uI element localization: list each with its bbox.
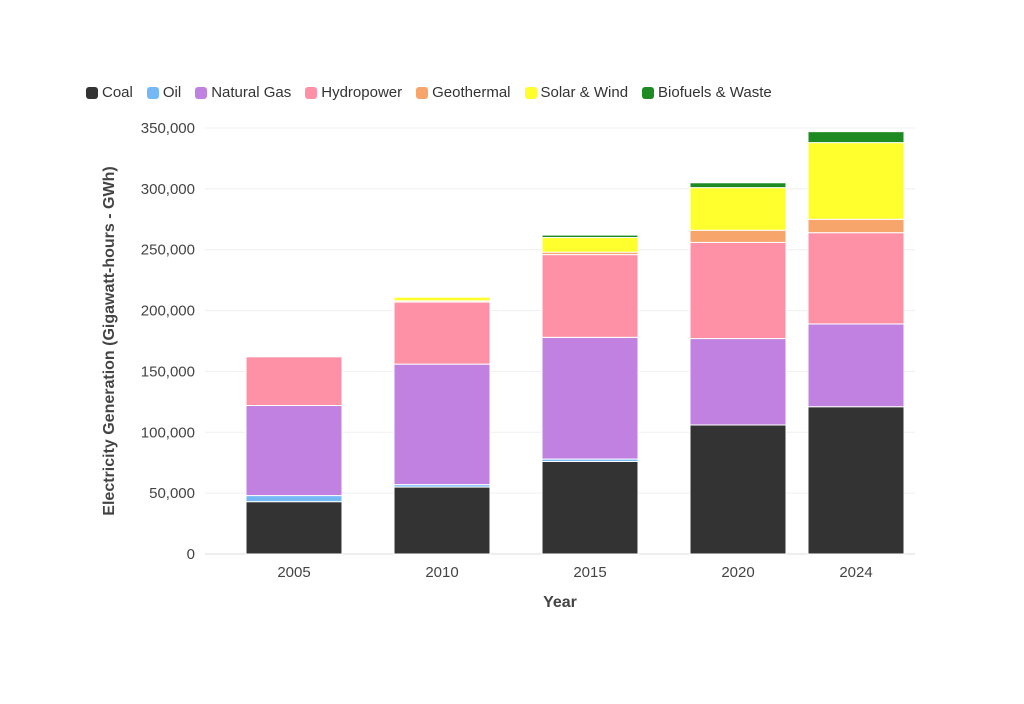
legend-label: Biofuels & Waste <box>658 84 772 101</box>
legend-label: Coal <box>102 84 133 101</box>
legend-label: Oil <box>162 84 182 101</box>
y-axis-title: Electricity Generation (Gigawatt-hours -… <box>101 166 118 515</box>
legend-swatch <box>305 86 318 99</box>
y-tick-label: 100,000 <box>141 424 195 441</box>
legend-item-coal[interactable]: Coal <box>86 84 133 101</box>
y-tick-label: 350,000 <box>141 120 195 137</box>
bar-segment-hydropower-2024[interactable] <box>807 232 905 325</box>
legend-swatch <box>146 86 159 99</box>
y-tick-label: 50,000 <box>149 485 195 502</box>
legend-item-biofuels-waste[interactable]: Biofuels & Waste <box>642 84 772 101</box>
x-tick-label: 2015 <box>573 564 606 581</box>
legend-label: Natural Gas <box>211 84 292 101</box>
y-tick-label: 250,000 <box>141 242 195 259</box>
bar-segment-hydropower-2020[interactable] <box>689 241 787 340</box>
x-tick-label: 2005 <box>277 564 310 581</box>
bar-segment-solar-wind-2015[interactable] <box>541 237 639 253</box>
bar-segment-biofuels-waste-2024[interactable] <box>807 131 905 144</box>
bar-segment-solar-wind-2010[interactable] <box>393 296 491 302</box>
y-tick-label: 300,000 <box>141 181 195 198</box>
legend-swatch <box>642 86 655 99</box>
bar-segment-hydropower-2015[interactable] <box>541 254 639 338</box>
bar-segment-hydropower-2005[interactable] <box>245 356 343 407</box>
bar-segment-coal-2010[interactable] <box>393 486 491 555</box>
x-axis-title: Year <box>543 594 577 611</box>
legend-item-solar-wind[interactable]: Solar & Wind <box>524 84 629 101</box>
legend-label: Hydropower <box>321 84 403 101</box>
bar-segment-coal-2015[interactable] <box>541 460 639 555</box>
y-tick-label: 200,000 <box>141 303 195 320</box>
legend-swatch <box>86 86 98 99</box>
x-axis-ticks: 2005 2010 2015 2020 2024 <box>277 564 872 581</box>
bar-segment-coal-2024[interactable] <box>807 406 905 555</box>
y-tick-label: 150,000 <box>141 363 195 380</box>
bar-segment-natural-gas-2015[interactable] <box>541 336 639 460</box>
bar-segment-biofuels-waste-2015[interactable] <box>541 234 639 239</box>
bar-segment-geothermal-2020[interactable] <box>689 229 787 243</box>
y-axis-ticks: 0 50,000 100,000 150,000 200,000 250,000 300,0… <box>141 120 195 563</box>
bar-segment-natural-gas-2005[interactable] <box>245 405 343 497</box>
x-tick-label: 2024 <box>839 564 872 581</box>
bars <box>245 131 905 555</box>
bar-segment-coal-2020[interactable] <box>689 424 787 555</box>
bar-segment-solar-wind-2024[interactable] <box>807 142 905 220</box>
legend-label: Solar & Wind <box>540 84 629 101</box>
bar-segment-natural-gas-2010[interactable] <box>393 363 491 486</box>
legend-item-hydropower[interactable]: Hydropower <box>305 84 402 101</box>
legend-item-oil[interactable]: Oil <box>146 84 182 101</box>
bar-segment-geothermal-2024[interactable] <box>807 218 905 234</box>
legend-swatch <box>195 86 208 99</box>
x-tick-label: 2010 <box>425 564 458 581</box>
bar-segment-natural-gas-2024[interactable] <box>807 323 905 408</box>
bar-segment-natural-gas-2020[interactable] <box>689 338 787 426</box>
y-tick-label: 0 <box>187 546 195 563</box>
legend-item-geothermal[interactable]: Geothermal <box>416 84 511 101</box>
bar-segment-coal-2005[interactable] <box>245 501 343 555</box>
legend: Coal Oil Natural Gas Hydropower Geothermal So… <box>86 84 772 101</box>
legend-swatch <box>416 86 429 99</box>
bar-segment-solar-wind-2020[interactable] <box>689 187 787 231</box>
bar-segment-hydropower-2010[interactable] <box>393 301 491 365</box>
legend-item-natural-gas[interactable]: Natural Gas <box>195 84 291 101</box>
x-tick-label: 2020 <box>721 564 754 581</box>
bar-segment-biofuels-waste-2020[interactable] <box>689 182 787 189</box>
legend-swatch <box>524 86 537 99</box>
legend-label: Geothermal <box>432 84 511 101</box>
bar-segment-oil-2005[interactable] <box>245 495 343 503</box>
